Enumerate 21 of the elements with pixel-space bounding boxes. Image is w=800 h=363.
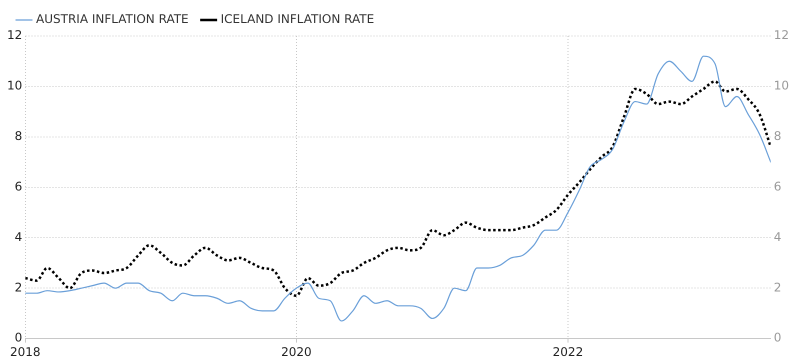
y-tick-label: 2 [14, 280, 22, 294]
y-tick-label: 12 [6, 28, 22, 42]
y2-tick-label: 12 [774, 28, 790, 42]
y2-tick-label: 4 [774, 230, 782, 244]
y2-tick-label: 10 [774, 78, 790, 93]
legend-label: AUSTRIA INFLATION RATE [36, 12, 189, 26]
y2-tick-label: 0 [774, 330, 782, 345]
line-series [25, 80, 771, 297]
y2-tick-label: 6 [774, 179, 782, 194]
x-tick-label: 2018 [10, 344, 41, 359]
y2-tick-label: 2 [774, 280, 782, 294]
y-tick-label: 0 [14, 330, 22, 345]
y-tick-label: 10 [6, 78, 22, 93]
y-tick-label: 8 [14, 128, 22, 143]
y-tick-label: 4 [14, 230, 22, 244]
legend-label: ICELAND INFLATION RATE [220, 12, 374, 26]
y2-tick-label: 8 [774, 128, 782, 143]
x-tick-label: 2020 [281, 344, 312, 359]
x-tick-label: 2022 [552, 344, 584, 359]
y-tick-label: 6 [14, 179, 22, 194]
line-series [25, 56, 771, 322]
